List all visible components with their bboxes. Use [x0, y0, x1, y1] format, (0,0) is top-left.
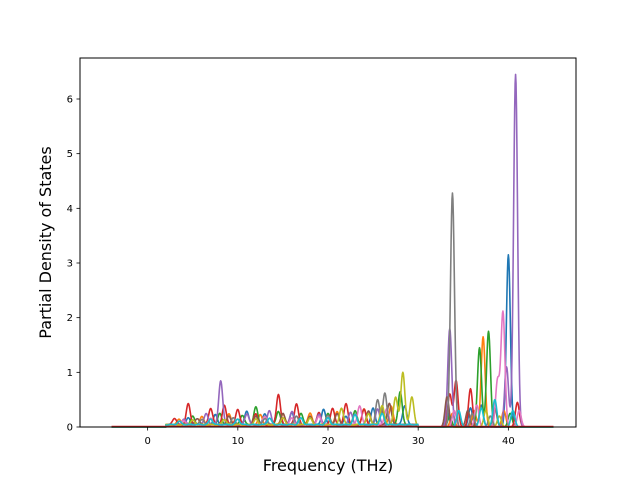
y-axis-ticks: 0 1 2 3 4 5 6: [67, 95, 80, 434]
y-tick-label: 1: [67, 368, 73, 379]
y-tick-label: 2: [67, 313, 73, 324]
x-tick-label: 30: [412, 436, 425, 447]
x-axis-label: Frequency (THz): [263, 456, 393, 475]
y-axis-label: Partial Density of States: [36, 146, 55, 338]
y-tick-label: 6: [67, 95, 73, 106]
y-tick-label: 0: [67, 423, 73, 434]
y-tick-label: 4: [67, 204, 73, 215]
x-tick-label: 0: [144, 436, 150, 447]
x-tick-label: 10: [231, 436, 244, 447]
series-line-10: [111, 398, 554, 428]
x-axis-ticks: 0 10 20 30 40: [144, 427, 515, 447]
x-tick-label: 40: [502, 436, 515, 447]
y-tick-label: 3: [67, 259, 73, 270]
x-tick-label: 20: [322, 436, 335, 447]
y-tick-label: 5: [67, 149, 73, 160]
